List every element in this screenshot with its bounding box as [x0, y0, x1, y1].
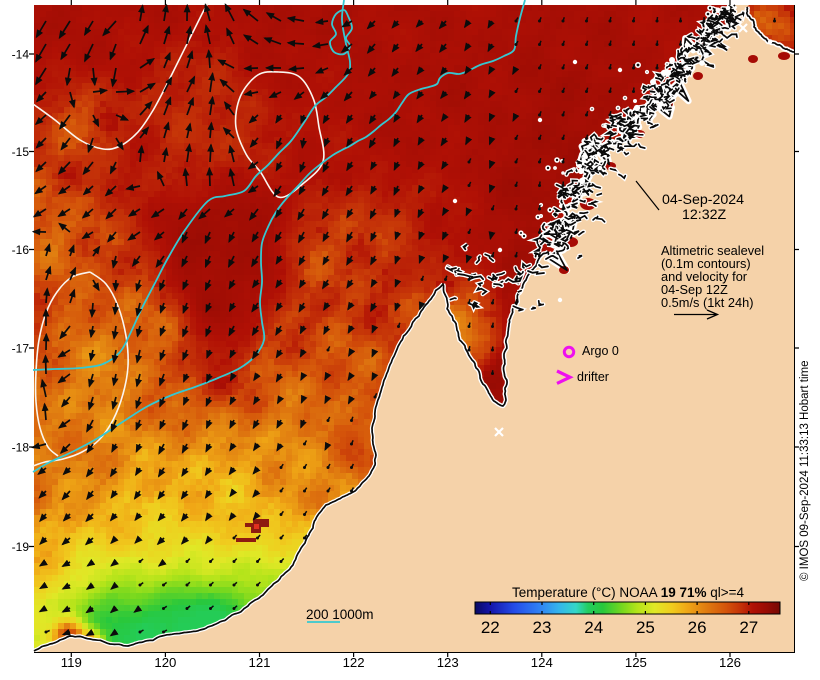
svg-text:Temperature (°C) NOAA 19 71% q: Temperature (°C) NOAA 19 71% ql>=4: [512, 585, 745, 600]
svg-text:26: 26: [688, 618, 707, 637]
svg-text:126: 126: [719, 655, 741, 670]
svg-text:and velocity for: and velocity for: [661, 269, 748, 284]
svg-text:-19: -19: [12, 540, 30, 554]
svg-text:Altimetric sealevel: Altimetric sealevel: [661, 243, 764, 258]
svg-text:125: 125: [625, 655, 647, 670]
svg-text:24: 24: [584, 618, 603, 637]
svg-text:0.5m/s (1kt 24h): 0.5m/s (1kt 24h): [661, 295, 753, 310]
svg-text:25: 25: [636, 618, 655, 637]
svg-text:-16: -16: [12, 243, 30, 257]
svg-text:-18: -18: [12, 441, 30, 455]
svg-text:23: 23: [533, 618, 552, 637]
svg-text:120: 120: [154, 655, 176, 670]
svg-text:-15: -15: [12, 145, 30, 159]
svg-text:04-Sep 12Z: 04-Sep 12Z: [661, 282, 728, 297]
svg-text:119: 119: [61, 655, 82, 670]
svg-text:-14: -14: [12, 48, 30, 62]
svg-text:12:32Z: 12:32Z: [682, 207, 727, 223]
svg-text:© IMOS 09-Sep-2024 11:33:13 Ho: © IMOS 09-Sep-2024 11:33:13 Hobart time: [799, 361, 811, 582]
svg-text:124: 124: [531, 655, 553, 670]
svg-text:122: 122: [343, 655, 365, 670]
svg-text:22: 22: [481, 618, 500, 637]
svg-text:Argo 0: Argo 0: [582, 344, 619, 358]
svg-text:drifter: drifter: [577, 370, 609, 384]
svg-text:-17: -17: [12, 342, 30, 356]
svg-text:(0.1m contours): (0.1m contours): [661, 256, 751, 271]
svg-text:121: 121: [248, 655, 270, 670]
svg-text:04-Sep-2024: 04-Sep-2024: [662, 192, 744, 208]
svg-text:200 1000m: 200 1000m: [306, 607, 374, 622]
svg-text:27: 27: [739, 618, 758, 637]
svg-text:123: 123: [437, 655, 459, 670]
